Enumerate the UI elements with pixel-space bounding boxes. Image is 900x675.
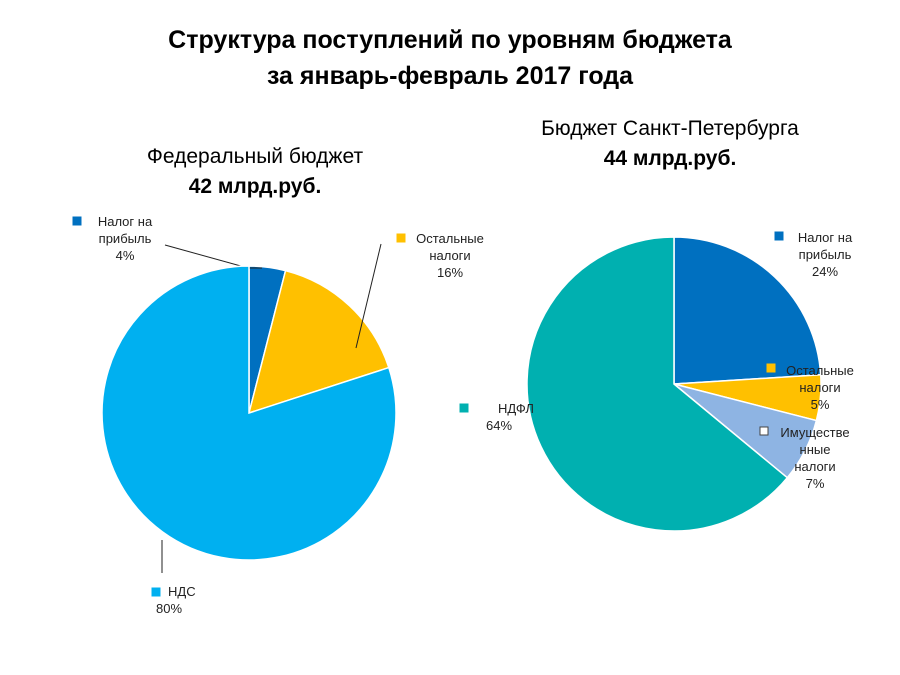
spb-value-imuschestvennye-nalogi: 7%	[806, 476, 825, 491]
federal-key-nds	[151, 587, 161, 597]
federal-label-nalog-na-pribyl: прибыль	[99, 231, 152, 246]
spb-value-nalog-na-pribyl: 24%	[812, 264, 838, 279]
main-title-line2: за январь-февраль 2017 года	[266, 62, 634, 90]
spb-slice-ndfl	[526, 236, 789, 532]
spb-slice-nalog-na-pribyl	[673, 236, 822, 385]
spb-value-ostalnye-nalogi: 5%	[811, 397, 830, 412]
federal-value-nds: 80%	[156, 601, 182, 616]
spb-key-imuschestvennye-nalogi	[759, 426, 769, 436]
spb-label-imuschestvennye-nalogi: налоги	[794, 459, 835, 474]
federal-key-nalog-na-pribyl	[72, 216, 82, 226]
federal-label-ostalnye-nalogi: Остальные	[416, 231, 484, 246]
federal-label-ostalnye-nalogi: налоги	[429, 248, 470, 263]
spb-amount: 44 млрд.руб.	[603, 147, 737, 170]
spb-value-ndfl: 64%	[486, 418, 512, 433]
federal-label-nalog-na-pribyl: Налог на	[98, 214, 153, 229]
spb-label-nalog-na-pribyl: Налог на	[798, 230, 853, 245]
federal-leader-nalog-na-pribyl	[164, 244, 262, 269]
federal-label-nds: НДС	[168, 584, 196, 599]
federal-amount: 42 млрд.руб.	[188, 175, 322, 198]
federal-value-ostalnye-nalogi: 16%	[437, 265, 463, 280]
spb-label-imuschestvennye-nalogi: Имуществе	[780, 425, 849, 440]
spb-label-ndfl: НДФЛ	[498, 401, 534, 416]
main-title: Структура поступлений по уровням бюджета…	[0, 22, 900, 94]
federal-key-ostalnye-nalogi	[396, 233, 406, 243]
spb-title-text: Бюджет Санкт-Петербурга	[541, 117, 799, 140]
federal-slice-ostalnye-nalogi	[247, 269, 390, 415]
federal-slice-nds	[101, 265, 397, 561]
spb-key-nalog-na-pribyl	[774, 231, 784, 241]
federal-leader-ostalnye-nalogi	[355, 243, 382, 349]
spb-label-nalog-na-pribyl: прибыль	[799, 247, 852, 262]
main-title-line1: Структура поступлений по уровням бюджета	[168, 26, 732, 54]
federal-chart-title: Федеральный бюджет 42 млрд.руб.	[85, 142, 425, 202]
federal-title-text: Федеральный бюджет	[146, 145, 364, 168]
spb-label-imuschestvennye-nalogi: нные	[800, 442, 831, 457]
spb-key-ndfl	[459, 403, 469, 413]
spb-label-ostalnye-nalogi: Остальные	[786, 363, 854, 378]
federal-value-nalog-na-pribyl: 4%	[116, 248, 135, 263]
spb-chart-title: Бюджет Санкт-Петербурга 44 млрд.руб.	[495, 114, 845, 174]
spb-label-ostalnye-nalogi: налоги	[799, 380, 840, 395]
spb-key-ostalnye-nalogi	[766, 363, 776, 373]
